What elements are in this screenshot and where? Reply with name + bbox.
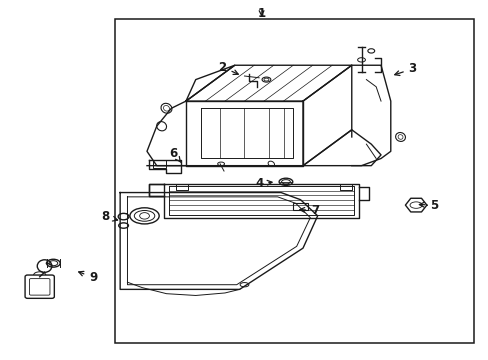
- Text: 1: 1: [257, 7, 265, 20]
- Text: 4: 4: [254, 177, 271, 190]
- Text: 2: 2: [218, 60, 238, 75]
- Bar: [115, 19, 473, 343]
- Text: 9: 9: [79, 271, 97, 284]
- Text: 7: 7: [299, 204, 319, 217]
- Text: 6: 6: [169, 147, 181, 162]
- Text: 8: 8: [101, 210, 118, 223]
- Text: 3: 3: [394, 62, 416, 76]
- Bar: [293, 203, 307, 211]
- Text: 5: 5: [419, 199, 438, 212]
